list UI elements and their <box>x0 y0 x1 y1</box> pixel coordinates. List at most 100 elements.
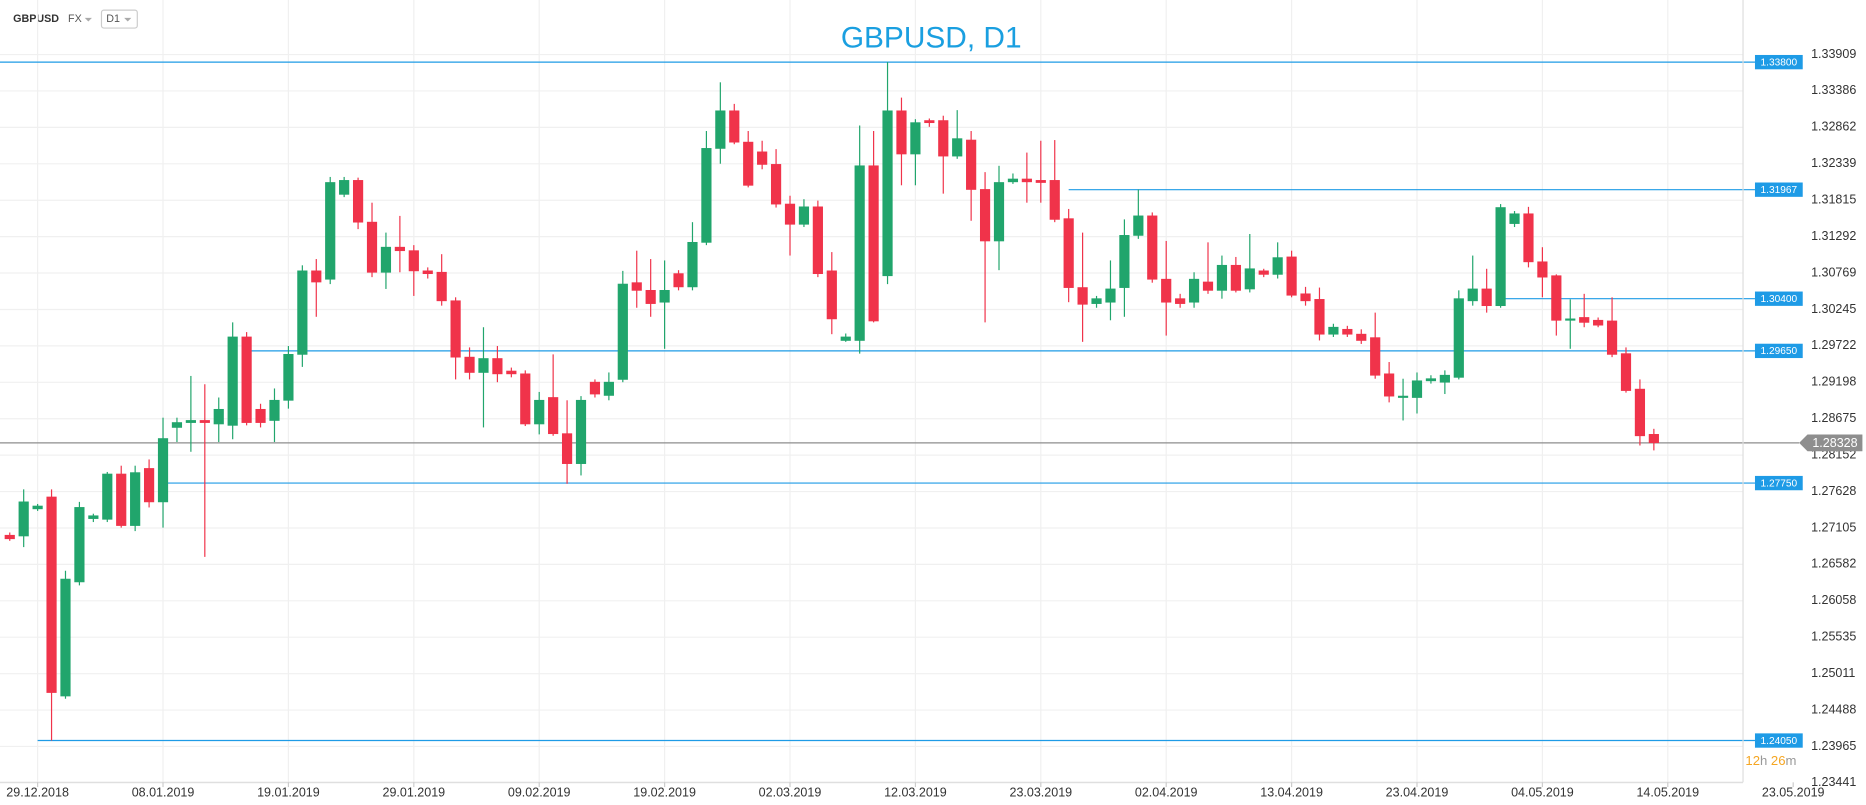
candle-body <box>1509 213 1520 224</box>
y-tick-label: 1.31815 <box>1811 193 1856 207</box>
y-tick-label: 1.26058 <box>1811 593 1856 607</box>
candle-body <box>1481 288 1492 307</box>
candle-body <box>715 110 726 149</box>
candle-body <box>1523 213 1534 263</box>
candle-body <box>659 289 670 303</box>
market[interactable]: FX <box>68 13 82 25</box>
x-tick-label: 23.04.2019 <box>1386 785 1449 799</box>
candle-body <box>1356 333 1367 341</box>
candle-body <box>673 273 684 288</box>
x-tick-label: 02.04.2019 <box>1135 785 1198 799</box>
levels: 1.33800 1.31967 1.30400 1.29650 1.27750 1.240… <box>0 54 1803 748</box>
candle-body <box>1648 434 1659 444</box>
candle-body <box>1119 235 1130 288</box>
candle-body <box>1411 380 1423 398</box>
candle-body <box>1453 298 1464 378</box>
candle-body <box>1300 293 1311 302</box>
candle-body <box>4 534 15 540</box>
level-label-box <box>1754 54 1803 70</box>
candle-body <box>116 473 127 526</box>
candle-body <box>952 138 963 157</box>
candle-body <box>729 110 740 143</box>
candle-body <box>561 433 573 464</box>
candle-body <box>1314 299 1325 335</box>
candle-body <box>1175 298 1186 304</box>
candle-body <box>1258 270 1269 275</box>
candle-body <box>74 507 85 583</box>
candle-body <box>757 151 768 165</box>
candle-body <box>645 289 656 304</box>
x-tick-label: 14.05.2019 <box>1636 785 1699 799</box>
candle-body <box>255 408 266 423</box>
candle-body <box>1495 207 1506 307</box>
candle-body <box>1272 257 1283 275</box>
candle-body <box>171 422 183 428</box>
candle-body <box>408 250 419 272</box>
x-tick-label: 13.04.2019 <box>1260 785 1323 799</box>
candle-body <box>979 189 991 242</box>
x-tick-label: 19.02.2019 <box>633 785 696 799</box>
candle-body <box>910 122 921 155</box>
candle-body <box>1091 298 1102 304</box>
level-label-box <box>1754 182 1803 197</box>
candle-body <box>46 496 57 693</box>
y-tick-label: 1.25011 <box>1811 666 1855 680</box>
y-tick-label: 1.32339 <box>1811 156 1856 170</box>
candle-body <box>241 336 252 423</box>
candle-body <box>1133 215 1144 236</box>
level-label: 1.29650 <box>1761 346 1798 357</box>
level-label: 1.24050 <box>1761 736 1798 747</box>
candle-body <box>1579 317 1590 323</box>
y-tick-label: 1.29722 <box>1811 338 1856 352</box>
candle-body <box>339 180 350 195</box>
candle-body <box>534 399 545 425</box>
candle-body <box>394 246 405 252</box>
level-label: 1.31967 <box>1761 185 1798 196</box>
candle-body <box>297 270 308 355</box>
candle-body <box>589 381 601 395</box>
countdown-hours: 12 <box>1745 753 1760 768</box>
y-tick-label: 1.32862 <box>1811 120 1856 134</box>
y-tick-label: 1.31292 <box>1811 229 1856 243</box>
candle-body <box>1063 218 1074 288</box>
x-tick-label: 23.03.2019 <box>1009 785 1072 799</box>
candle-body <box>784 203 796 225</box>
countdown-minutes: 26 <box>1771 753 1786 768</box>
candle-body <box>687 241 698 288</box>
candle-body <box>450 300 461 358</box>
candle-body <box>882 110 893 277</box>
y-tick-label: 1.33909 <box>1811 47 1856 61</box>
level-label: 1.30400 <box>1761 294 1798 305</box>
candle-body <box>840 336 851 341</box>
symbol[interactable]: GBPUSD <box>13 13 59 25</box>
timeframe-box[interactable] <box>100 9 138 29</box>
candle-body <box>770 164 782 205</box>
level-label-box <box>1754 291 1803 306</box>
x-tick-label: 02.03.2019 <box>759 785 822 799</box>
candle-body <box>18 501 29 537</box>
candle-body <box>199 420 210 423</box>
x-tick-label: 08.01.2019 <box>132 785 195 799</box>
chart-title: GBPUSD, D1 <box>841 21 1022 54</box>
candle-body <box>1593 319 1604 326</box>
x-tick-label: 19.01.2019 <box>257 785 320 799</box>
y-tick-label: 1.28675 <box>1811 411 1856 425</box>
candle-body <box>102 473 113 520</box>
candle-body <box>798 206 810 225</box>
candle-body <box>227 336 238 426</box>
candle-body <box>575 399 587 464</box>
y-tick-label: 1.24488 <box>1811 702 1856 716</box>
timeframe[interactable]: D1 <box>106 13 120 25</box>
x-tick-label: 12.03.2019 <box>884 785 947 799</box>
candle-body <box>1467 288 1478 302</box>
candle-body <box>1634 388 1646 437</box>
candle-body <box>32 505 43 510</box>
candle-body <box>1077 287 1088 305</box>
candle-body <box>1049 180 1060 220</box>
x-tick-label: 29.01.2019 <box>382 785 445 799</box>
candle-body <box>1551 275 1562 321</box>
candle-body <box>492 358 503 375</box>
candle-body <box>603 381 614 396</box>
candle-body <box>1147 215 1158 280</box>
candle-body <box>826 270 837 320</box>
